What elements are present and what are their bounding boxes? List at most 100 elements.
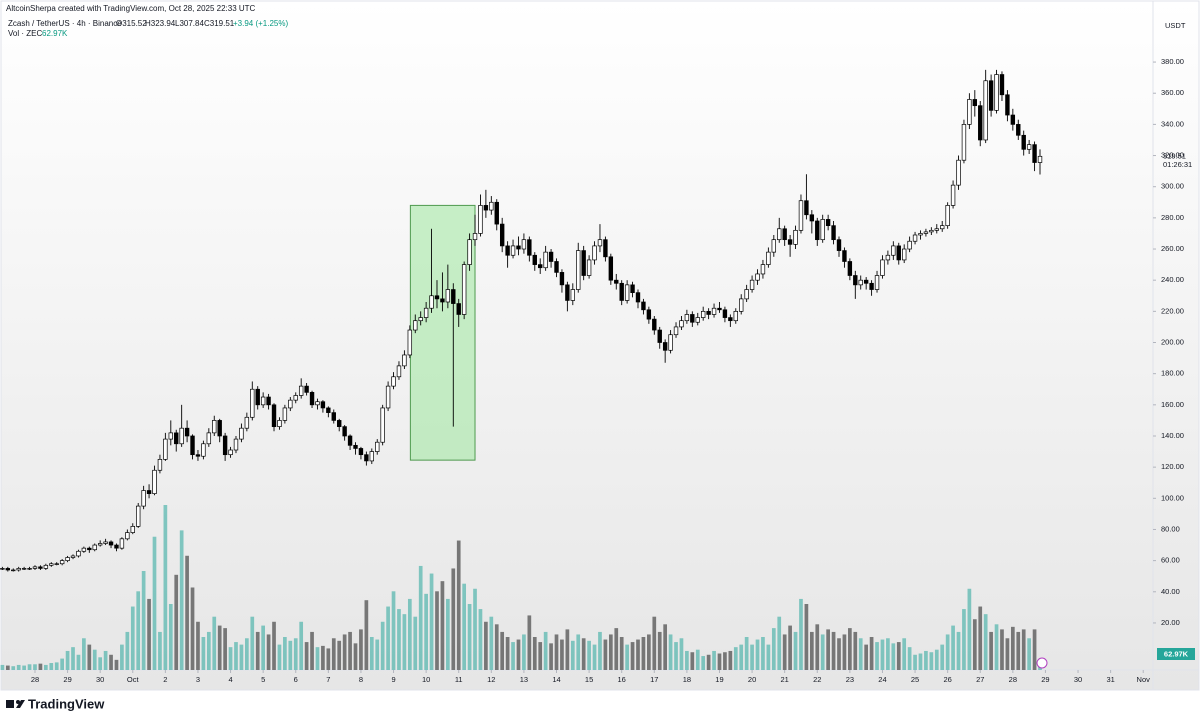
volume-bar <box>424 593 428 670</box>
candle-body <box>521 239 527 250</box>
x-tick-label: 15 <box>585 675 593 684</box>
candle-body <box>766 251 771 265</box>
volume-bar <box>429 573 434 670</box>
volume-bar <box>581 638 586 670</box>
candle-body <box>114 544 119 549</box>
volume-bar <box>130 606 135 670</box>
candle-body <box>347 435 353 446</box>
y-tick-label: 60.00 <box>1161 556 1180 565</box>
volume-bar <box>82 638 86 670</box>
volume-bar <box>913 654 917 670</box>
volume-bar <box>266 634 271 670</box>
volume-bar <box>755 639 760 670</box>
candle-body <box>1005 94 1010 116</box>
candle-body <box>885 254 891 261</box>
candle-body <box>472 233 478 241</box>
volume-bar <box>761 637 765 670</box>
y-tick-label: 320.00 <box>1161 151 1184 160</box>
candle-body <box>184 427 190 437</box>
volume-bar <box>848 628 852 670</box>
candle-body <box>695 317 700 323</box>
candle-body <box>125 532 130 540</box>
candle-body <box>543 251 548 269</box>
volume-bar <box>158 631 162 670</box>
volume-bar <box>206 631 211 670</box>
candle-body <box>842 250 847 262</box>
volume-bar <box>603 639 608 670</box>
candle-body <box>423 307 429 318</box>
volume-bar <box>304 642 309 670</box>
candle-body <box>619 282 624 301</box>
x-tick-label: 3 <box>196 675 200 684</box>
candle-body <box>874 275 880 290</box>
volume-bar <box>217 625 222 670</box>
candle-body <box>945 205 950 227</box>
candle-body <box>331 412 336 421</box>
candle-body <box>451 289 456 304</box>
x-tick-label: 31 <box>1106 675 1114 684</box>
volume-bar <box>636 639 640 670</box>
volume-bar <box>49 663 54 670</box>
volume-bar <box>1005 638 1010 670</box>
volume-bar <box>418 565 423 670</box>
candle-body <box>136 505 141 527</box>
volume-bar <box>478 609 483 670</box>
logo: TradingView <box>6 696 105 711</box>
volume-bar <box>766 644 771 670</box>
candle-body <box>929 229 934 233</box>
candle-body <box>592 245 597 261</box>
candle-body <box>87 547 92 551</box>
volume-bar <box>321 645 325 670</box>
logo-icon <box>16 700 20 704</box>
candle-body <box>1037 155 1043 163</box>
y-tick-label: 340.00 <box>1161 119 1184 128</box>
x-tick-label: 13 <box>520 675 528 684</box>
candle-body <box>70 555 76 558</box>
candle-body <box>760 264 766 275</box>
volume-bar <box>190 587 195 670</box>
candle-body <box>59 560 65 565</box>
candle-body <box>831 225 836 241</box>
candle-body <box>820 219 825 241</box>
candle-body <box>16 568 21 571</box>
volume-bar <box>331 638 336 670</box>
volume-bar <box>255 631 260 670</box>
x-tick-label: 29 <box>63 675 71 684</box>
candle-body <box>168 432 173 440</box>
volume-bar <box>293 638 298 670</box>
symbol: Zcash / TetherUS · 4h · Binance <box>8 19 122 28</box>
x-tick-label: 2 <box>163 675 167 684</box>
volume-bar <box>989 631 993 670</box>
volume-bar <box>902 638 907 670</box>
volume-bar <box>918 653 923 670</box>
volume-bar <box>326 648 331 670</box>
candle-body <box>510 245 516 256</box>
candle-body <box>972 99 978 107</box>
x-tick-label: 11 <box>455 675 463 684</box>
y-tick-label: 180.00 <box>1161 369 1184 378</box>
candle-body <box>429 295 434 309</box>
volume-bar <box>283 637 287 670</box>
price-unit: USDT <box>1165 21 1186 30</box>
candle-body <box>630 284 635 293</box>
candle-body <box>700 310 706 318</box>
candle-body <box>983 80 988 141</box>
volume-bar <box>413 616 418 670</box>
candle-body <box>0 568 5 570</box>
volume-bar <box>695 649 700 670</box>
volume-bar <box>174 574 179 670</box>
x-tick-label: 8 <box>359 675 363 684</box>
volume-bar <box>771 628 776 670</box>
volume-bar <box>299 621 304 670</box>
y-tick-label: 260.00 <box>1161 244 1184 253</box>
candle-body <box>597 239 603 247</box>
volume-bar <box>168 604 173 670</box>
volume-bar <box>782 634 787 670</box>
x-tick-label: 30 <box>1074 675 1082 684</box>
candle-body <box>358 448 364 456</box>
volume-bar <box>261 625 265 670</box>
y-tick-label: 160.00 <box>1161 400 1184 409</box>
candle-body <box>467 239 472 265</box>
volume-bar <box>87 644 92 670</box>
